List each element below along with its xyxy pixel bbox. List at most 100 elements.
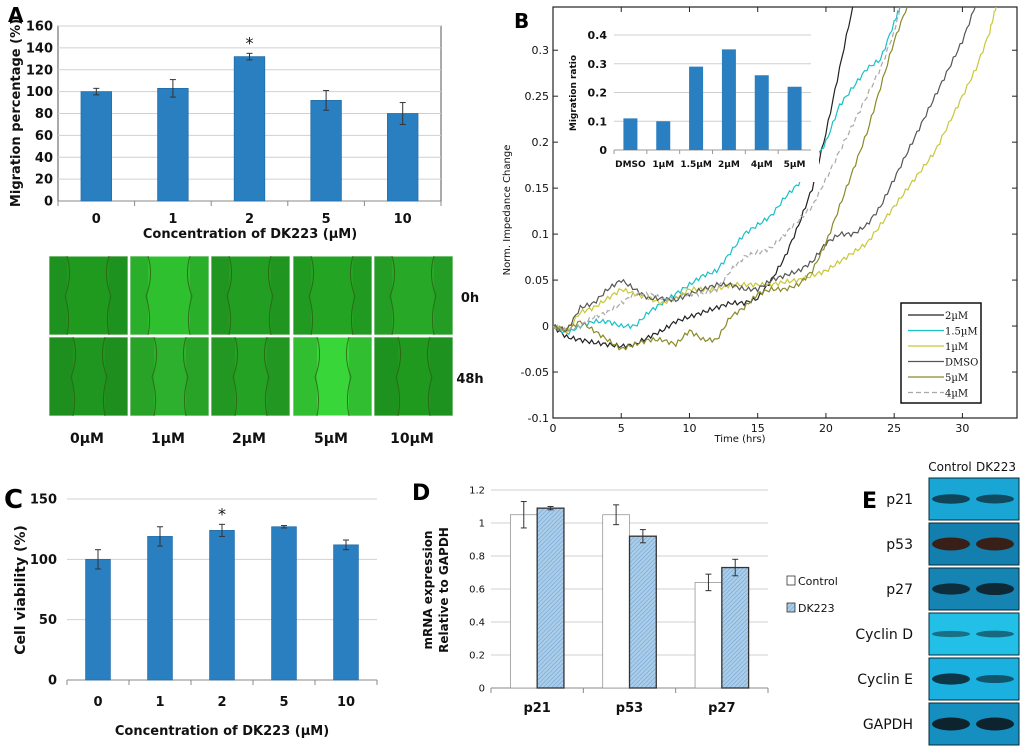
wound-edge-left xyxy=(395,336,402,417)
chart-D-legend-label: DK223 xyxy=(798,602,835,615)
chart-D-ytick-label: 1 xyxy=(479,519,485,530)
chart-A-ytick-label: 100 xyxy=(26,85,53,100)
chart-B-inset-y-axis-label: Migration ratio xyxy=(569,55,579,131)
chart-B-series-line xyxy=(553,7,901,336)
wound-edge-right xyxy=(349,255,356,336)
cell-layer-left xyxy=(374,256,392,335)
chart-B-legend-label: 5µM xyxy=(945,373,968,384)
chart-B-inset-bar xyxy=(623,118,638,150)
chart-B-xtick-label: 10 xyxy=(682,422,696,435)
micrograph-image xyxy=(48,336,129,417)
cell-layer-right xyxy=(271,256,290,335)
chart-B-ytick-label: 0.3 xyxy=(532,44,550,57)
chart-B-lines xyxy=(553,7,997,351)
micrograph-image xyxy=(210,255,291,336)
chart-C-category-label: 2 xyxy=(217,695,226,710)
cell-layer-left xyxy=(130,256,148,335)
blot-strip xyxy=(928,477,1020,521)
chart-B-inset-category-label: 5µM xyxy=(784,160,806,170)
chart-C-category-label: 10 xyxy=(337,695,355,710)
micrograph-image xyxy=(210,336,291,417)
chart-A-ytick-label: 40 xyxy=(35,151,53,166)
blot-strip xyxy=(928,702,1020,746)
chart-C-x-axis-label: Concentration of DK223 (µM) xyxy=(115,724,329,739)
micrograph-image xyxy=(48,255,129,336)
chart-D-ytick-label: 0.2 xyxy=(469,651,485,662)
chart-B-inset-ytick-label: 0 xyxy=(599,144,607,157)
chart-D-ytick-label: 0.6 xyxy=(469,585,485,596)
chart-A: 0 20 40 60 80 100 120 140 160 0 1 * 2 5 10 xyxy=(26,20,442,227)
cell-layer-left xyxy=(130,337,154,416)
micrograph-image xyxy=(373,255,454,336)
chart-A-bar xyxy=(80,91,112,202)
chart-C-ytick-label: 100 xyxy=(30,553,57,568)
wound-edge-left xyxy=(151,336,158,417)
chart-D-legend-swatch xyxy=(786,575,796,586)
blot-strip xyxy=(928,522,1020,566)
wound-edge-left xyxy=(314,336,321,417)
chart-A-ytick-label: 20 xyxy=(35,173,53,188)
chart-A-bar xyxy=(387,113,419,202)
micrograph-image xyxy=(292,255,373,336)
panel-letter-d: D xyxy=(412,481,430,506)
chart-B-inset-category-label: 1µM xyxy=(652,160,674,170)
panel-letter-e: E xyxy=(862,489,877,514)
chart-C: 0 50 100 150 0 1 * 2 5 10 xyxy=(30,493,378,710)
blot-protein-label: p53 xyxy=(886,537,913,553)
chart-B-legend: 2µM 1.5µM 1µM DMSO 5µM 4µM xyxy=(900,302,982,404)
micrograph-image xyxy=(373,336,454,417)
micrograph-tile xyxy=(210,336,291,417)
blot-lane-label: Control xyxy=(928,460,971,474)
chart-D-bar xyxy=(510,514,538,689)
micrograph-image xyxy=(292,336,373,417)
chart-C-significance-marker: * xyxy=(218,504,226,523)
blot-band xyxy=(932,583,970,595)
chart-D-bar xyxy=(536,507,565,689)
chart-B-inset: 0 0.1 0.2 0.3 0.4 DMSO 1µM 1.5µM 2µM 4µM 5µM xyxy=(574,27,819,182)
chart-C-category-label: 0 xyxy=(93,695,102,710)
cell-layer-left xyxy=(211,337,235,416)
chart-B-y-axis-label: Norm. Impedance Change xyxy=(502,145,513,276)
chart-D-bar xyxy=(602,514,630,689)
micrograph-tile xyxy=(292,255,373,336)
chart-B-xtick-label: 0 xyxy=(550,422,557,435)
chart-B-inset-bar xyxy=(656,121,671,150)
chart-C-ytick-label: 50 xyxy=(39,613,57,628)
chart-C-category-label: 5 xyxy=(279,695,288,710)
micrograph-column-label: 10µM xyxy=(390,431,434,447)
chart-B-series-line xyxy=(553,7,901,333)
cell-layer-left xyxy=(211,256,229,335)
chart-D-ytick-label: 0 xyxy=(479,684,485,695)
chart-D-bar xyxy=(721,566,750,689)
blot-band xyxy=(976,717,1014,731)
micrograph-row-label: 0h xyxy=(461,291,479,306)
chart-B-inset-bar xyxy=(721,49,736,150)
chart-B-xtick-label: 30 xyxy=(955,422,969,435)
chart-B-legend-label: 4µM xyxy=(945,389,968,400)
cell-layer-left xyxy=(293,337,317,416)
chart-A-ytick-label: 80 xyxy=(35,107,53,122)
chart-D-ytick-label: 0.4 xyxy=(469,618,485,629)
chart-D-y-axis-label-line1: mRNA expression xyxy=(421,531,435,650)
chart-D-ytick-label: 1.2 xyxy=(469,486,485,497)
chart-B-legend-label: 1µM xyxy=(945,342,968,353)
blot-strip xyxy=(928,657,1020,701)
wound-edge-left xyxy=(64,255,71,336)
chart-D-legend-label: Control xyxy=(798,575,838,588)
chart-A-bar xyxy=(310,100,342,202)
chart-B-series-line xyxy=(553,7,854,350)
chart-B-ytick-label: -0.1 xyxy=(528,412,549,425)
cell-layer-right xyxy=(349,337,372,416)
blot-band xyxy=(976,630,1014,638)
blot-band xyxy=(976,494,1014,504)
cell-layer-right xyxy=(190,256,209,335)
chart-B-xtick-label: 20 xyxy=(819,422,833,435)
wound-edge-right xyxy=(101,336,108,417)
micrograph-tile xyxy=(129,255,210,336)
blot-band xyxy=(932,717,970,731)
cell-layer-left xyxy=(374,337,398,416)
chart-A-category-label: 2 xyxy=(245,212,254,227)
micrograph-tile xyxy=(210,255,291,336)
blot-band xyxy=(932,494,970,504)
micrograph-image xyxy=(129,336,210,417)
